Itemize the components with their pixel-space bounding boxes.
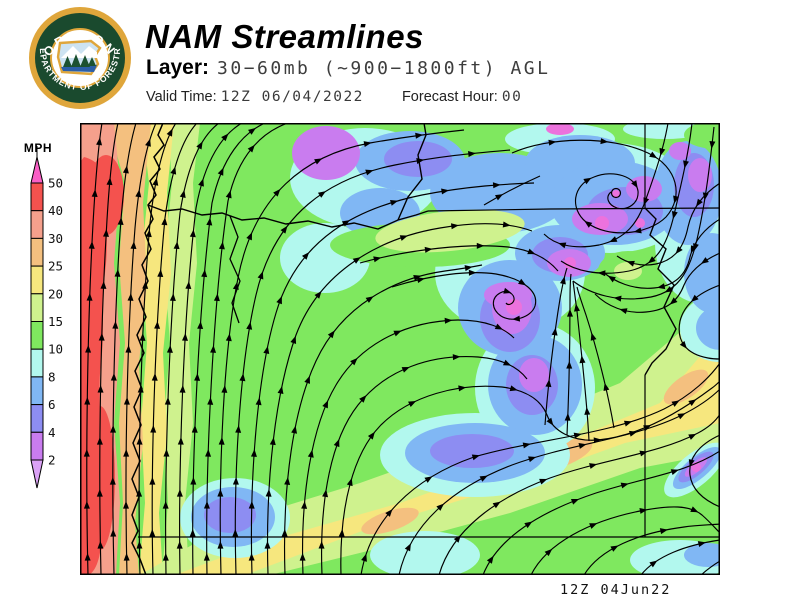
coastline: [131, 123, 165, 575]
colorbar-tick-label: 25: [48, 259, 63, 274]
colorbar-band: [30, 321, 44, 350]
logo-state-scene: [56, 39, 102, 76]
colorbar-tick-label: 15: [48, 314, 63, 329]
colorbar-band: [30, 348, 44, 378]
wind-speed-colorbar: 50 40 30 25 20 15 10 8 6 4 2: [30, 146, 63, 489]
valid-time-value: 12Z 06/04/2022: [220, 89, 364, 105]
colorbar-tick-label: 30: [48, 231, 63, 246]
map-border: [80, 123, 720, 575]
valid-time-line: Valid Time: 12Z 06/04/2022 Forecast Hour…: [146, 89, 522, 105]
colorbar-band: [30, 210, 44, 239]
wind-speed-shading: [80, 123, 720, 575]
colorbar-tick-label: 8: [48, 369, 56, 384]
colorbar-band: [30, 237, 44, 267]
colorbar-under-arrow: [30, 459, 44, 489]
forecast-hour-value: 00: [501, 89, 523, 105]
colorbar-band: [30, 265, 44, 295]
vortex-center: [610, 187, 622, 199]
streamlines: [86, 123, 720, 575]
forecast-hour-label: Forecast Hour:: [401, 89, 498, 105]
colorbar-tick-label: 10: [48, 342, 63, 357]
colorbar-band: [30, 376, 44, 406]
valid-time-label: Valid Time:: [146, 89, 217, 105]
page-title: NAM Streamlines: [145, 18, 424, 55]
odf-logo: OREGON DEPARTMENT OF FORESTRY: [28, 6, 131, 109]
colorbar-tick-label: 50: [48, 176, 63, 191]
colorbar-tick-label: 2: [48, 453, 56, 468]
layer-line: Layer: 30−60mb (~900−1800ft) AGL: [146, 56, 550, 80]
colorbar-band: [30, 182, 44, 212]
streamline-map: [80, 123, 720, 575]
colorbar-tick-label: 4: [48, 425, 56, 440]
colorbar-units-label: MPH: [23, 141, 53, 155]
snake-river: [644, 207, 677, 376]
colorbar-over-arrow: [30, 156, 44, 184]
colorbar-tick-label: 20: [48, 286, 63, 301]
colorbar-band: [30, 404, 44, 433]
columbia-north-branch: [397, 123, 427, 221]
columbia-river: [147, 204, 429, 230]
map-timestamp: 12Z 04Jun22: [560, 582, 672, 598]
logo-trees: [63, 54, 96, 67]
flow-arrows: [83, 127, 716, 568]
colorbar-tick-label: 6: [48, 397, 56, 412]
logo-mountain: [61, 46, 97, 58]
or-wa-border-east: [427, 207, 720, 212]
colorbar-band: [30, 431, 44, 461]
layer-label: Layer:: [146, 56, 210, 79]
layer-value: 30−60mb (~900−1800ft) AGL: [217, 58, 551, 79]
colorbar-band: [30, 293, 44, 323]
colorbar-tick-label: 40: [48, 203, 63, 218]
